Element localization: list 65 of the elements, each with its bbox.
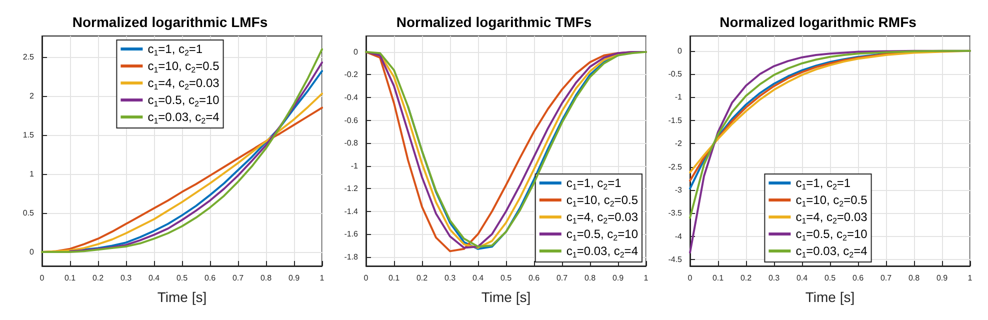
y-tick-label: -0.2 [344, 70, 359, 80]
y-tick-label: 1.5 [22, 130, 35, 140]
x-tick-label: 0.3 [120, 274, 132, 282]
x-tick-label: 0.8 [260, 274, 272, 282]
x-tick-label: 1 [320, 274, 325, 282]
x-tick-label: 0.7 [880, 274, 892, 282]
y-tick-label: -0.4 [344, 92, 359, 102]
x-tick-label: 0.4 [148, 274, 160, 282]
y-tick-label: 0 [678, 46, 683, 56]
y-tick-label: -3 [674, 185, 683, 194]
y-tick-label: -3.5 [668, 208, 683, 218]
y-tick-label: -2 [674, 139, 683, 148]
chart-title: Normalized logarithmic LMFs [72, 14, 268, 30]
x-tick-label: 0.6 [528, 274, 540, 282]
y-tick-label: 0 [354, 47, 359, 56]
x-tick-label: 0.3 [768, 274, 780, 282]
y-tick-label: -1 [674, 92, 683, 102]
y-tick-label: 2.5 [22, 52, 35, 62]
x-tick-label: 0.5 [824, 274, 836, 282]
y-tick-label: 0 [30, 247, 35, 256]
y-tick-label: 1 [30, 170, 35, 178]
x-tick-label: 0.1 [64, 274, 76, 282]
x-tick-label: 0.8 [908, 274, 920, 282]
x-tick-label: 1 [644, 274, 649, 282]
x-tick-label: 0.9 [288, 274, 300, 282]
y-tick-label: -1.6 [344, 230, 359, 239]
x-tick-label: 0.6 [204, 274, 216, 282]
x-tick-label: 0.2 [92, 274, 104, 282]
y-tick-label: -1.4 [344, 206, 359, 216]
x-tick-label: 0 [40, 274, 45, 282]
x-tick-label: 0.9 [936, 274, 948, 282]
y-tick-label: -2.5 [668, 162, 683, 172]
x-tick-label: 0.5 [500, 274, 512, 282]
x-tick-label: 0.1 [712, 274, 724, 282]
x-tick-label: 0.9 [612, 274, 624, 282]
chart-title: Normalized logarithmic TMFs [396, 14, 592, 30]
x-tick-label: 0.7 [232, 274, 244, 282]
y-tick-label: -0.8 [344, 138, 359, 148]
x-axis-title: Time [s] [805, 289, 855, 305]
y-tick-label: -0.5 [668, 70, 683, 79]
x-tick-label: 0 [364, 274, 369, 282]
x-tick-label: 0.7 [556, 274, 568, 282]
x-tick-label: 0.2 [416, 274, 428, 282]
y-tick-label: -1.2 [344, 184, 359, 194]
y-tick-label: -1.5 [668, 116, 683, 125]
x-tick-label: 0 [688, 274, 693, 282]
x-tick-label: 0.6 [852, 274, 864, 282]
x-tick-label: 0.5 [176, 274, 188, 282]
x-tick-label: 0.3 [444, 274, 456, 282]
x-tick-label: 1 [968, 274, 973, 282]
x-axis-title: Time [s] [481, 289, 531, 305]
y-tick-label: -1 [350, 161, 359, 170]
x-tick-label: 0.1 [388, 274, 400, 282]
y-tick-label: -1.8 [344, 252, 359, 262]
x-tick-label: 0.2 [740, 274, 752, 282]
x-axis-title: Time [s] [157, 289, 207, 305]
x-tick-label: 0.4 [796, 274, 808, 282]
x-tick-label: 0.8 [584, 274, 596, 282]
y-tick-label: 2 [30, 92, 35, 101]
x-tick-label: 0.4 [472, 274, 484, 282]
y-tick-label: 0.5 [22, 208, 35, 218]
y-tick-label: -4 [674, 232, 683, 241]
y-tick-label: -4.5 [668, 255, 683, 264]
chart-title: Normalized logarithmic RMFs [720, 14, 917, 30]
y-tick-label: -0.6 [344, 116, 359, 125]
